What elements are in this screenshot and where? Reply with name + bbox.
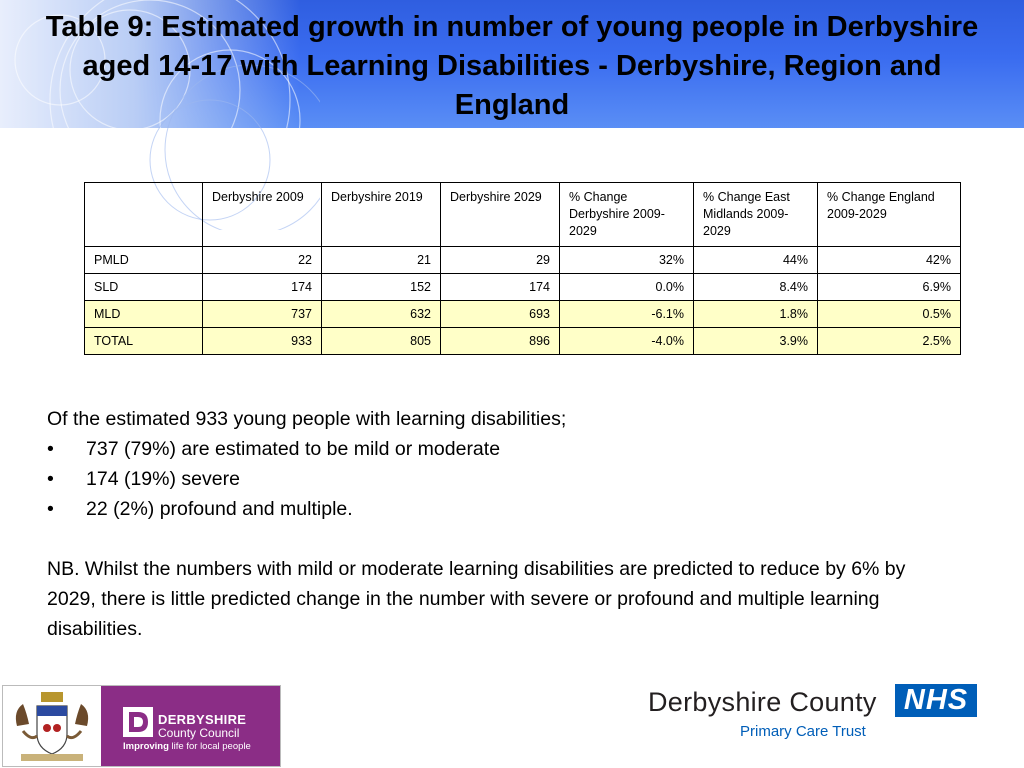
council-name: DERBYSHIRE: [158, 712, 247, 727]
table-cell: -4.0%: [559, 327, 694, 355]
council-name-sub: County Council: [158, 726, 240, 740]
bullet-item: • 22 (2%) profound and multiple.: [47, 494, 947, 524]
dcc-d-icon: [123, 707, 153, 737]
table-cell: 44%: [693, 246, 818, 274]
bullet-symbol: •: [47, 438, 54, 460]
spacer: [47, 524, 947, 554]
table-cell: 2.5%: [817, 327, 961, 355]
table-cell: 693: [440, 300, 560, 328]
bullet-text: 174 (19%) severe: [86, 468, 240, 490]
table-header-row: Derbyshire 2009 Derbyshire 2019 Derbyshi…: [84, 182, 961, 247]
table-cell: 1.8%: [693, 300, 818, 328]
bullet-symbol: •: [47, 498, 54, 520]
header-cell: % Change England 2009-2029: [817, 182, 961, 247]
header-cell: Derbyshire 2029: [440, 182, 560, 247]
table-cell: 0.5%: [817, 300, 961, 328]
table-cell: 933: [202, 327, 322, 355]
table-cell: -6.1%: [559, 300, 694, 328]
header-cell: % Change East Midlands 2009-2029: [693, 182, 818, 247]
table-cell: 174: [202, 273, 322, 301]
table-cell: 6.9%: [817, 273, 961, 301]
table-cell: 21: [321, 246, 441, 274]
title-banner: [0, 0, 1024, 128]
pct-subtitle: Primary Care Trust: [740, 723, 866, 740]
body-text: Of the estimated 933 young people with l…: [47, 404, 947, 644]
header-cell: % Change Derbyshire 2009-2029: [559, 182, 694, 247]
bullet-text: 22 (2%) profound and multiple.: [86, 498, 353, 520]
nhs-logo: NHS: [895, 684, 977, 717]
table-cell: 22: [202, 246, 322, 274]
header-cell: [84, 182, 203, 247]
council-tagline: Improving life for local people: [123, 741, 251, 752]
growth-table: Derbyshire 2009 Derbyshire 2019 Derbyshi…: [84, 182, 961, 355]
bullet-item: • 737 (79%) are estimated to be mild or …: [47, 434, 947, 464]
bullet-symbol: •: [47, 468, 54, 490]
table-cell: 32%: [559, 246, 694, 274]
row-label: PMLD: [84, 246, 203, 274]
dcc-logo: DERBYSHIRE County Council Improving life…: [101, 686, 280, 766]
note-text: NB. Whilst the numbers with mild or mode…: [47, 558, 906, 640]
table-cell: 632: [321, 300, 441, 328]
pct-logo: Derbyshire County NHS Primary Care Trust: [648, 683, 978, 745]
table-row-highlighted: TOTAL 933 805 896 -4.0% 3.9% 2.5%: [84, 327, 961, 355]
table-row: SLD 174 152 174 0.0% 8.4% 6.9%: [84, 273, 961, 301]
table-cell: 152: [321, 273, 441, 301]
coat-of-arms-icon: [15, 692, 89, 761]
council-logo-panel: DERBYSHIRE County Council Improving life…: [2, 685, 281, 767]
table-row-highlighted: MLD 737 632 693 -6.1% 1.8% 0.5%: [84, 300, 961, 328]
bullet-item: • 174 (19%) severe: [47, 464, 947, 494]
intro-text: Of the estimated 933 young people with l…: [47, 408, 567, 430]
table-cell: 42%: [817, 246, 961, 274]
row-label: MLD: [84, 300, 203, 328]
table-cell: 0.0%: [559, 273, 694, 301]
pct-name: Derbyshire County: [648, 687, 877, 717]
row-label: SLD: [84, 273, 203, 301]
tagline-bold: Improving: [123, 741, 169, 752]
header-cell: Derbyshire 2009: [202, 182, 322, 247]
decorative-swirls: [14, 0, 320, 230]
row-label: TOTAL: [84, 327, 203, 355]
table-cell: 29: [440, 246, 560, 274]
bullet-text: 737 (79%) are estimated to be mild or mo…: [86, 438, 501, 460]
table-cell: 174: [440, 273, 560, 301]
table-cell: 896: [440, 327, 560, 355]
slide-title: Table 9: Estimated growth in number of y…: [45, 11, 979, 121]
table-cell: 3.9%: [693, 327, 818, 355]
table-row: PMLD 22 21 29 32% 44% 42%: [84, 246, 961, 274]
table-cell: 8.4%: [693, 273, 818, 301]
header-cell: Derbyshire 2019: [321, 182, 441, 247]
tagline-rest: life for local people: [168, 741, 251, 752]
table-cell: 737: [202, 300, 322, 328]
table-cell: 805: [321, 327, 441, 355]
